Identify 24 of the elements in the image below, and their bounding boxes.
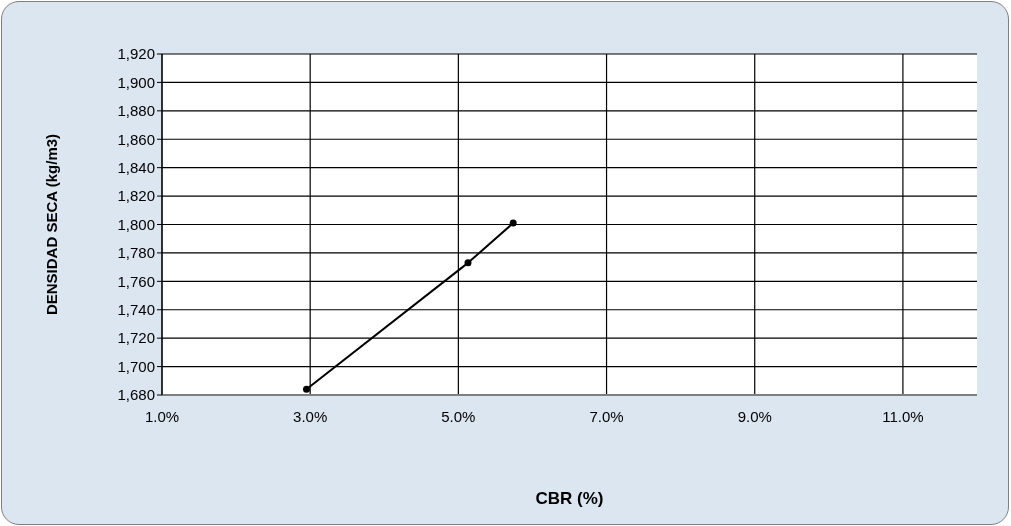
point — [509, 219, 517, 227]
y-tick-label: 1,680 — [117, 386, 155, 404]
x-tick-label: 9.0% — [737, 407, 772, 425]
y-tick-label: 1,740 — [117, 301, 155, 319]
y-tick-label: 1,800 — [117, 215, 155, 233]
y-tick-label: 1,820 — [117, 187, 155, 205]
y-tick-label: 1,900 — [117, 73, 155, 91]
x-tick-label: 11.0% — [882, 407, 924, 425]
y-tick-label: 1,760 — [117, 272, 155, 290]
y-tick-label: 1,780 — [117, 244, 155, 262]
x-tick-label: 7.0% — [589, 407, 624, 425]
x-tick-label: 3.0% — [293, 407, 328, 425]
y-tick-label: 1,840 — [117, 158, 155, 176]
point — [464, 259, 472, 267]
y-tick-label: 1,920 — [117, 45, 155, 63]
y-tick-label: 1,700 — [117, 357, 155, 375]
x-tick-label: 1.0% — [144, 407, 180, 425]
point — [302, 385, 310, 393]
x-tick-label: 5.0% — [441, 407, 476, 425]
y-tick-label: 1,880 — [117, 102, 155, 120]
y-tick-label: 1,860 — [117, 130, 155, 148]
y-tick-label: 1,720 — [117, 329, 155, 347]
x-axis-title: CBR (%) — [535, 489, 604, 508]
y-axis-title: DENSIDAD SECA (kg/m3) — [43, 133, 61, 316]
